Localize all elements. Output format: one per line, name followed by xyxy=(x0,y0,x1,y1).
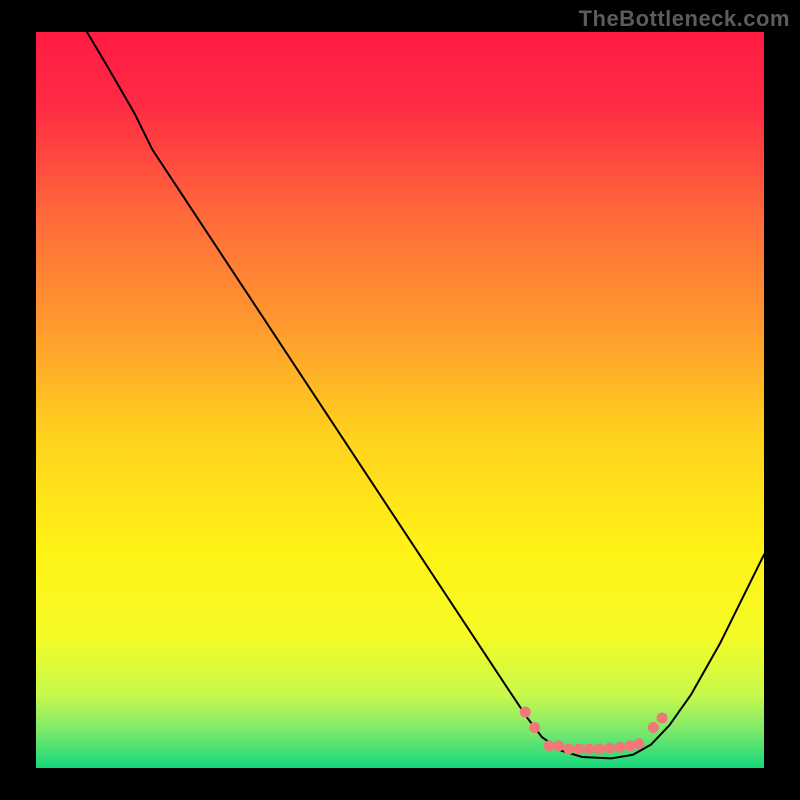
optimal-marker xyxy=(520,707,531,718)
optimal-marker xyxy=(574,743,585,754)
optimal-marker xyxy=(604,743,615,754)
optimal-marker xyxy=(584,743,595,754)
optimal-marker xyxy=(594,743,605,754)
optimal-marker xyxy=(563,743,574,754)
plot-area xyxy=(36,32,764,768)
optimal-marker xyxy=(544,740,555,751)
gradient-background xyxy=(36,32,764,768)
chart-container: TheBottleneck.com xyxy=(0,0,800,800)
optimal-marker xyxy=(657,712,668,723)
optimal-marker xyxy=(648,722,659,733)
watermark-text: TheBottleneck.com xyxy=(579,6,790,32)
optimal-marker xyxy=(633,738,644,749)
chart-svg xyxy=(36,32,764,768)
optimal-marker xyxy=(553,740,564,751)
optimal-marker xyxy=(614,742,625,753)
optimal-marker xyxy=(529,722,540,733)
